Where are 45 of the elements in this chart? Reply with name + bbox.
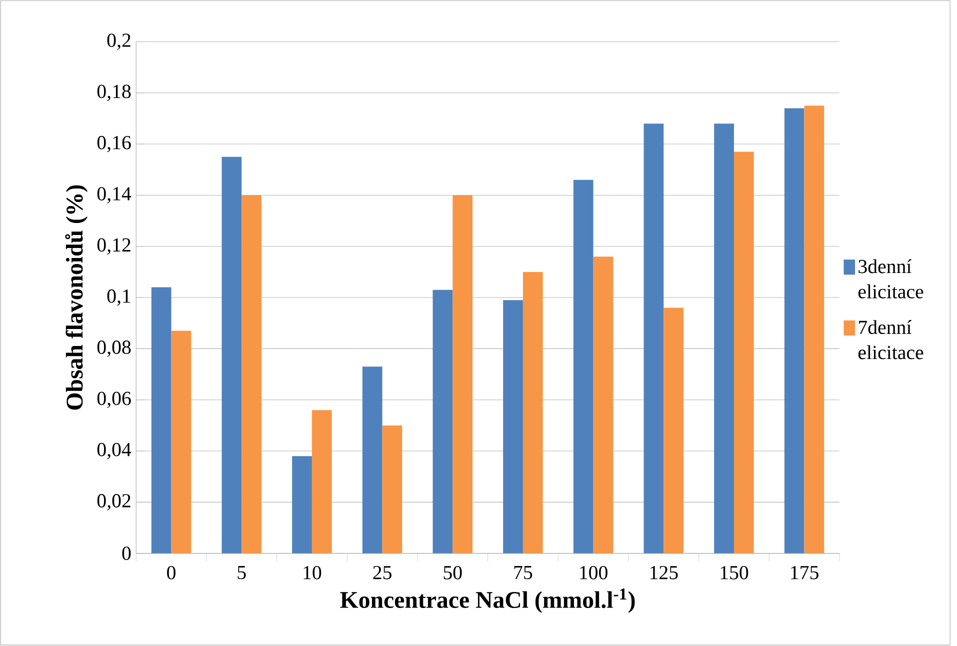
bar [644,124,664,554]
y-tick-label: 0,12 [97,238,130,255]
x-tick-label: 0 [167,566,176,580]
y-tick-label: 0,08 [97,340,131,357]
y-tick-label: 0,06 [97,392,131,408]
bar [522,272,543,554]
y-tick-label: 0 [122,546,131,560]
bar [432,290,453,554]
y-tick-label: 0,16 [97,136,131,152]
y-tick-label: 0,04 [97,443,132,460]
x-tick-label: 5 [238,566,246,580]
bar [573,180,594,554]
legend-label: 7denní elicitace [858,320,924,360]
x-tick-label: 25 [373,566,392,580]
y-tick-label: 0,18 [97,84,131,102]
bar [151,287,172,554]
x-tick-label: 10 [304,566,322,580]
bar [382,426,402,554]
bar [593,256,614,554]
x-tick-label: 175 [791,566,818,580]
bar [171,330,192,554]
y-tick-label: 0,02 [97,494,130,510]
bar [664,308,684,554]
y-tick-label: 0,1 [107,290,130,306]
x-tick-label: 50 [444,566,462,580]
bar [362,366,382,554]
bar [784,108,804,554]
bar [292,456,312,554]
bar [734,152,754,554]
bar [222,156,242,554]
bar [804,106,824,554]
x-tick-label: 125 [650,566,678,580]
x-tick-label: 100 [580,566,608,580]
bar [714,124,734,554]
bar [503,300,523,554]
x-tick-label: 150 [720,566,748,580]
y-tick-label: 0,14 [97,187,132,204]
bar [452,195,472,554]
bar [242,195,262,554]
y-tick-label: 0,2 [107,34,130,50]
legend-label: 3denní elicitace [858,259,924,299]
x-axis-title: Koncentrace NaCl (mmol.l$^{-1}$) [340,588,635,613]
y-axis-title: Obsah flavonoidů (%) [65,185,88,410]
bar [312,410,332,554]
x-tick-label: 75 [514,566,532,580]
